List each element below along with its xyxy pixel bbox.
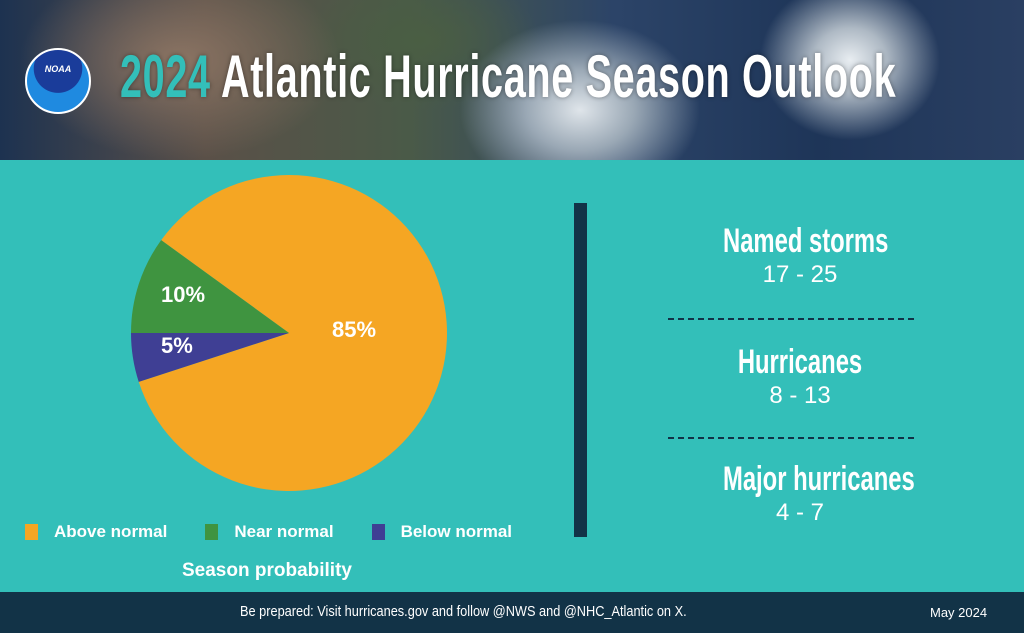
pie-label: 85% xyxy=(332,317,376,342)
dotted-divider xyxy=(668,318,914,320)
stat-label: Hurricanes xyxy=(737,343,863,381)
title-year: 2024 xyxy=(120,43,211,110)
stat-range: 17 - 25 xyxy=(762,261,838,288)
legend-swatch-below xyxy=(371,524,385,540)
vertical-divider xyxy=(574,203,587,537)
legend-item: Below normal xyxy=(371,522,513,542)
logo-text: NOAA xyxy=(44,64,72,74)
pie-slice-above-normal xyxy=(138,175,447,491)
pie-slice-near-normal xyxy=(131,240,289,333)
stat-label: Named storms xyxy=(723,222,889,260)
pie-chart: 85% 10% 5% xyxy=(131,175,447,491)
footer-message: Be prepared: Visit hurricanes.gov and fo… xyxy=(240,603,687,620)
legend-item: Above normal xyxy=(25,522,167,542)
legend-label: Below normal xyxy=(400,522,513,541)
noaa-logo: NOAA xyxy=(25,48,91,114)
stat-range: 8 - 13 xyxy=(769,382,831,409)
pie-label: 10% xyxy=(161,282,205,307)
stat-major-hurricanes: Major hurricanes 4 - 7 xyxy=(690,460,915,528)
stat-named-storms: Named storms 17 - 25 xyxy=(690,222,910,290)
stat-hurricanes: Hurricanes 8 - 13 xyxy=(690,343,910,411)
legend-label: Above normal xyxy=(54,522,168,541)
pie-label: 5% xyxy=(161,333,193,358)
legend: Above normal Near normal Below normal xyxy=(25,522,550,542)
pie-slice-below-normal xyxy=(131,333,289,382)
stat-range: 4 - 7 xyxy=(775,499,825,526)
page-title: 2024 Atlantic Hurricane Season Outlook xyxy=(120,42,896,111)
legend-swatch-near xyxy=(205,524,219,540)
title-text: Atlantic Hurricane Season Outlook xyxy=(220,43,897,110)
header-banner: NOAA 2024 Atlantic Hurricane Season Outl… xyxy=(0,0,1024,160)
legend-label: Near normal xyxy=(234,522,334,541)
legend-item: Near normal xyxy=(205,522,334,542)
dotted-divider xyxy=(668,437,914,439)
footer: Be prepared: Visit hurricanes.gov and fo… xyxy=(0,592,1024,633)
footer-date: May 2024 xyxy=(930,605,988,620)
stat-label: Major hurricanes xyxy=(723,460,915,498)
chart-title: Season probability xyxy=(182,560,352,581)
legend-swatch-above xyxy=(25,524,38,540)
